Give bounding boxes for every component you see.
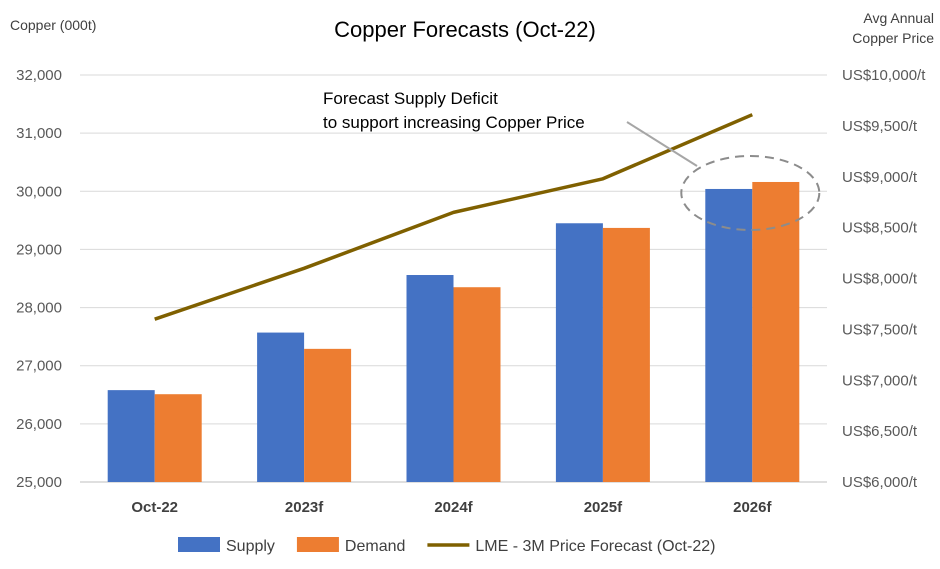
x-tick-label: Oct-22 bbox=[131, 499, 178, 516]
y2-tick-label: US$9,000/t bbox=[842, 169, 918, 186]
legend-label: LME - 3M Price Forecast (Oct-22) bbox=[475, 538, 715, 555]
y-tick-label: 26,000 bbox=[16, 416, 62, 433]
bar-supply bbox=[257, 332, 305, 482]
legend-label: Demand bbox=[345, 538, 405, 555]
bar-demand bbox=[304, 348, 352, 482]
annotation-ellipse bbox=[680, 155, 821, 231]
y-tick-label: 25,000 bbox=[16, 474, 62, 491]
bar-demand bbox=[453, 287, 501, 482]
x-tick-label: 2026f bbox=[733, 499, 772, 516]
y-tick-label: 28,000 bbox=[16, 300, 62, 317]
bar-supply bbox=[705, 188, 753, 482]
y2-tick-label: US$9,500/t bbox=[842, 118, 918, 135]
y2-axis-title: Copper Price bbox=[852, 30, 934, 46]
x-tick-label: 2025f bbox=[584, 499, 623, 516]
y-tick-label: 27,000 bbox=[16, 358, 62, 375]
legend-swatch-demand bbox=[296, 537, 339, 552]
chart-title: Copper Forecasts (Oct-22) bbox=[334, 17, 596, 42]
legend-label: Supply bbox=[226, 538, 275, 555]
annotation-pointer bbox=[626, 121, 698, 167]
y-tick-label: 30,000 bbox=[16, 183, 62, 200]
bar-demand bbox=[602, 227, 650, 482]
x-tick-label: 2023f bbox=[285, 499, 324, 516]
price-forecast-line bbox=[154, 113, 753, 321]
y2-tick-label: US$6,000/t bbox=[842, 474, 918, 491]
legend-swatch-supply bbox=[178, 537, 220, 552]
y-tick-label: 31,000 bbox=[16, 125, 62, 142]
y-axis-title: Copper (000t) bbox=[10, 17, 96, 33]
bar-demand bbox=[154, 394, 202, 482]
annotation-text: to support increasing Copper Price bbox=[323, 113, 585, 132]
y2-tick-label: US$7,000/t bbox=[842, 372, 918, 389]
y2-tick-label: US$8,500/t bbox=[842, 220, 918, 237]
bar-supply bbox=[555, 223, 603, 482]
y2-tick-label: US$8,000/t bbox=[842, 271, 918, 288]
bar-supply bbox=[406, 275, 454, 482]
bar-demand bbox=[752, 181, 800, 483]
y-tick-label: 29,000 bbox=[16, 241, 62, 258]
annotation-text: Forecast Supply Deficit bbox=[323, 89, 498, 108]
y-tick-label: 32,000 bbox=[16, 67, 62, 84]
y2-tick-label: US$10,000/t bbox=[842, 67, 926, 84]
bar-supply bbox=[107, 390, 155, 482]
y2-axis-title: Avg Annual bbox=[863, 10, 934, 26]
y2-tick-label: US$7,500/t bbox=[842, 321, 918, 338]
x-tick-label: 2024f bbox=[434, 499, 473, 516]
y2-tick-label: US$6,500/t bbox=[842, 423, 918, 440]
